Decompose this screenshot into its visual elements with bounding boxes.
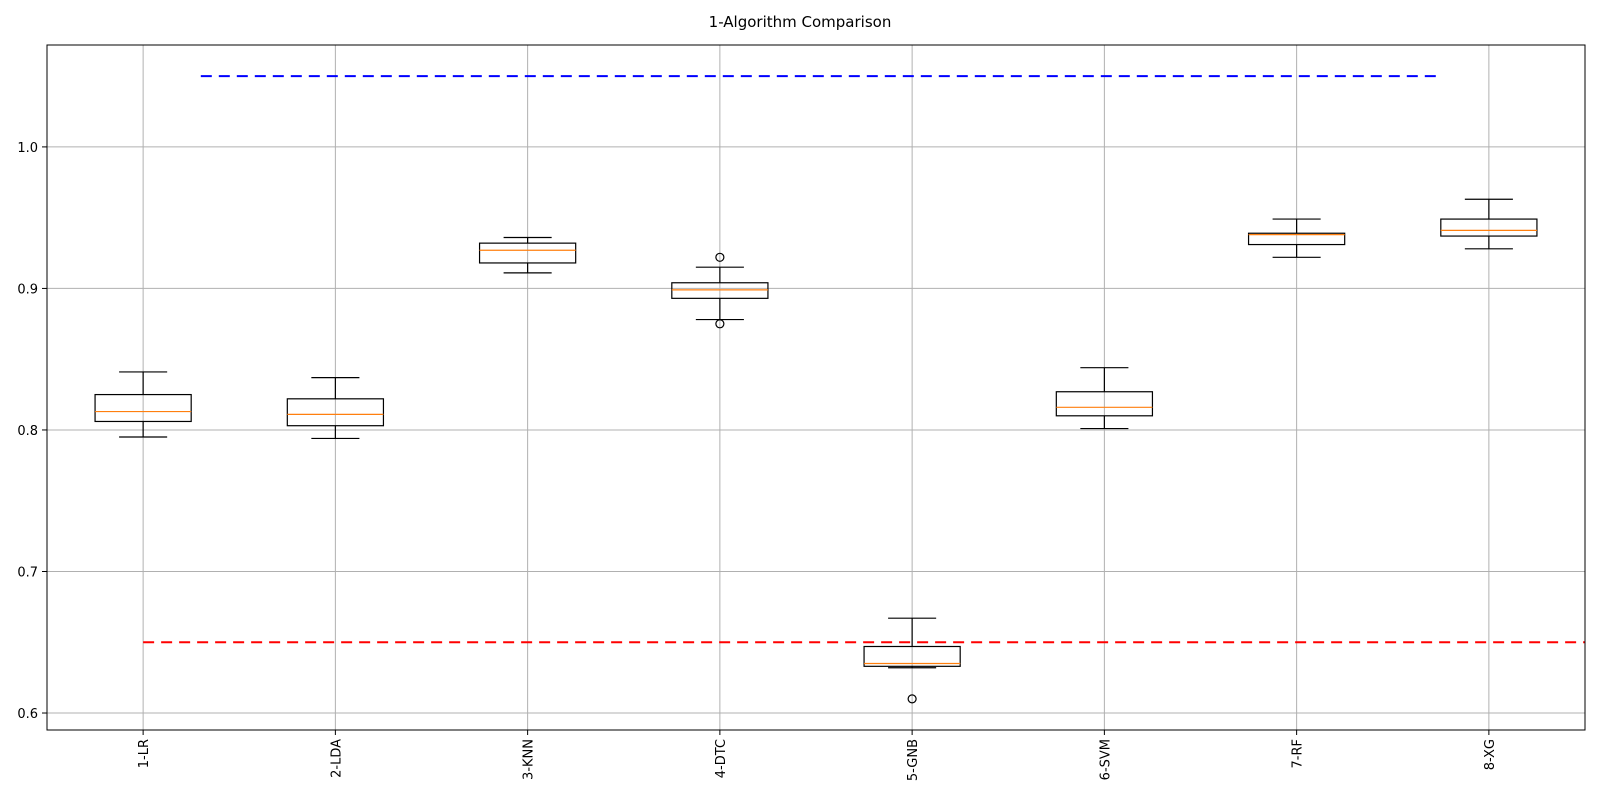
box-iqr xyxy=(671,282,769,299)
x-tick-label: 3-KNN xyxy=(522,739,537,780)
x-tick-label: 6-SVM xyxy=(1098,739,1113,780)
reference-lines xyxy=(143,75,1585,644)
outlier-point xyxy=(715,252,725,262)
box-iqr xyxy=(1055,391,1154,417)
boxplot-4-dtc xyxy=(671,252,769,329)
x-tick-label: 7-RF xyxy=(1291,739,1306,768)
x-tick-label: 5-GNB xyxy=(906,739,921,781)
box-iqr xyxy=(1247,232,1346,246)
boxplot-2-lda xyxy=(286,376,385,440)
box-iqr xyxy=(94,393,192,423)
y-tick-label: 0.8 xyxy=(17,424,38,439)
y-tick-label: 1.0 xyxy=(17,141,38,156)
chart-title: 1-Algorithm Comparison xyxy=(708,13,892,31)
y-tick-label: 0.7 xyxy=(17,565,38,580)
box-iqr xyxy=(478,242,577,264)
x-tick-label: 2-LDA xyxy=(329,739,344,778)
boxplot-8-xg xyxy=(1440,198,1538,250)
box-iqr xyxy=(286,398,385,427)
x-tick-label: 8-XG xyxy=(1483,739,1498,770)
boxplot-7-rf xyxy=(1247,218,1346,258)
boxplots xyxy=(94,198,1538,704)
box-iqr xyxy=(863,645,961,667)
tick-layer: 0.6 0.7 0.8 0.9 1.0 1-LR 2-LDA 3-KNN 4-DTC 5-GNB 6… xyxy=(17,141,1498,781)
box-iqr xyxy=(1440,218,1538,237)
plot-frame xyxy=(46,44,1586,731)
grid-layer xyxy=(47,45,1585,730)
outlier-point xyxy=(907,694,917,704)
y-tick-label: 0.6 xyxy=(17,707,38,722)
outlier-point xyxy=(715,319,725,329)
boxplot-1-lr xyxy=(94,371,192,438)
x-tick-label: 4-DTC xyxy=(714,739,729,778)
boxplot-5-gnb xyxy=(863,617,961,704)
y-tick-label: 0.9 xyxy=(17,282,38,297)
boxplot-6-svm xyxy=(1055,367,1154,430)
boxplot-3-knn xyxy=(478,236,577,274)
x-tick-label: 1-LR xyxy=(137,739,152,768)
